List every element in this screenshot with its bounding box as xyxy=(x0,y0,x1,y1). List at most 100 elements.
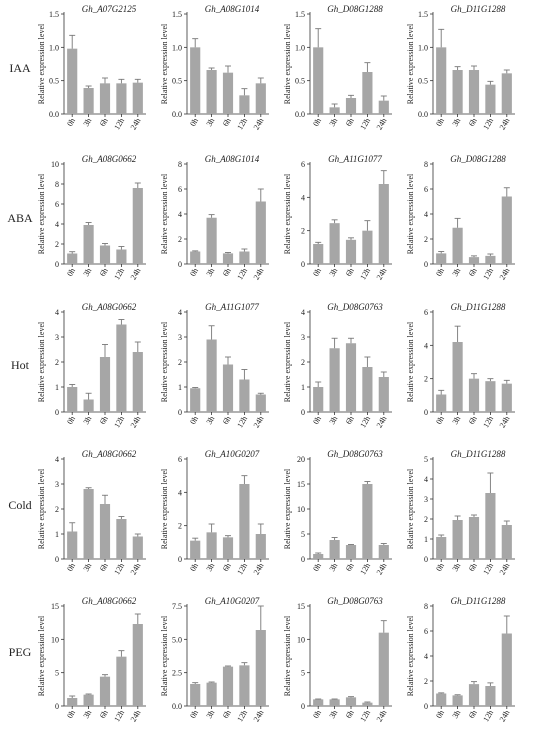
x-tick-label: 3h xyxy=(205,709,217,720)
x-tick-label: 3h xyxy=(328,562,340,573)
x-tick-label: 0h xyxy=(311,709,323,720)
bar xyxy=(83,88,94,114)
x-tick-label: 0h xyxy=(188,709,200,720)
chart-panel: Gh_D11G1288 Relative expression level 0 2 4 6… xyxy=(406,596,515,723)
y-tick-label: 3 xyxy=(424,495,428,504)
chart-title: Gh_D11G1288 xyxy=(451,449,506,459)
y-tick-label: 4 xyxy=(178,308,182,317)
x-tick-label: 12h xyxy=(481,562,495,577)
y-tick-label: 15 xyxy=(51,602,59,611)
bar xyxy=(255,201,266,264)
x-tick-label: 0h xyxy=(311,562,323,573)
bar xyxy=(329,540,340,559)
bar xyxy=(222,537,234,559)
x-tick-label: 3h xyxy=(82,709,94,720)
x-tick-label: 6h xyxy=(221,562,233,573)
bar xyxy=(485,381,496,412)
chart-title: Gh_A08G0662 xyxy=(82,449,137,459)
x-tick-label: 6h xyxy=(98,709,110,720)
x-tick-label: 6h xyxy=(344,709,356,720)
y-tick-label: 1.0 xyxy=(295,43,305,52)
chart-panel: Gh_A11G1077 Relative expression level 0 2 4 6… xyxy=(283,154,392,281)
chart-panel: Gh_D08G0763 Relative expression level 0 5 10… xyxy=(283,596,392,723)
x-tick-label: 12h xyxy=(112,415,126,430)
y-tick-label: 1.5 xyxy=(295,10,305,19)
chart-panel: Gh_A08G1014 Relative expression level 0 2 4 6… xyxy=(160,154,269,281)
y-tick-label: 4 xyxy=(424,475,428,484)
y-tick-label: 6 xyxy=(424,627,428,636)
x-tick-label: 6h xyxy=(98,117,110,128)
y-tick-label: 3 xyxy=(55,333,59,342)
x-tick-label: 0h xyxy=(434,562,446,573)
bar xyxy=(436,253,447,264)
x-tick-label: 3h xyxy=(82,267,94,278)
bar xyxy=(99,245,111,264)
y-tick-label: 4 xyxy=(424,652,428,661)
y-tick-label: 0.0 xyxy=(172,110,182,119)
bar xyxy=(345,98,357,114)
x-tick-label: 0h xyxy=(188,117,200,128)
y-tick-label: 6 xyxy=(178,455,182,464)
y-tick-label: 3 xyxy=(55,480,59,489)
x-tick-label: 24h xyxy=(252,562,266,577)
bar xyxy=(345,697,357,706)
x-tick-label: 3h xyxy=(451,117,463,128)
y-tick-label: 1.0 xyxy=(418,43,428,52)
y-tick-label: 1.5 xyxy=(172,10,182,19)
chart-panel: Gh_D11G1288 Relative expression level 0 1 2 3… xyxy=(406,449,515,576)
bar xyxy=(190,540,201,559)
bar xyxy=(313,699,324,706)
bar xyxy=(485,255,496,264)
bar xyxy=(313,387,324,412)
x-tick-label: 12h xyxy=(235,709,249,724)
bar xyxy=(378,377,389,412)
y-tick-label: 0 xyxy=(178,260,182,269)
bar xyxy=(255,630,266,706)
y-tick-label: 15 xyxy=(297,480,305,489)
x-tick-label: 24h xyxy=(375,415,389,430)
y-tick-label: 2.5 xyxy=(172,669,182,678)
bar xyxy=(99,357,111,412)
y-tick-label: 8 xyxy=(55,180,59,189)
x-tick-label: 3h xyxy=(451,709,463,720)
x-tick-label: 24h xyxy=(375,267,389,282)
y-tick-label: 20 xyxy=(297,455,305,464)
y-axis-label: Relative expression level xyxy=(160,615,169,696)
y-tick-label: 0 xyxy=(178,408,182,417)
x-tick-label: 0h xyxy=(188,415,200,426)
bar xyxy=(436,47,447,115)
y-tick-label: 4 xyxy=(424,210,428,219)
x-tick-label: 12h xyxy=(481,267,495,282)
x-tick-label: 3h xyxy=(328,415,340,426)
chart-title: Gh_A07G2125 xyxy=(82,4,137,14)
bar xyxy=(239,251,250,264)
y-tick-label: 0.0 xyxy=(295,110,305,119)
chart-title: Gh_A08G0662 xyxy=(82,302,137,312)
y-tick-label: 6 xyxy=(424,308,428,317)
x-tick-label: 0h xyxy=(65,415,77,426)
y-tick-label: 10 xyxy=(51,160,59,169)
bar xyxy=(468,517,480,559)
y-tick-label: 1.5 xyxy=(418,10,428,19)
x-tick-label: 24h xyxy=(129,562,143,577)
y-tick-label: 0 xyxy=(55,702,59,711)
bar xyxy=(132,82,143,114)
bar xyxy=(436,394,447,412)
x-tick-label: 12h xyxy=(358,415,372,430)
bar xyxy=(255,83,266,114)
bar xyxy=(468,70,480,114)
y-tick-label: 0.5 xyxy=(418,77,428,86)
y-tick-label: 0 xyxy=(55,260,59,269)
y-axis-label: Relative expression level xyxy=(37,23,46,104)
y-tick-label: 2 xyxy=(301,227,305,236)
y-tick-label: 5 xyxy=(301,669,305,678)
y-tick-label: 2 xyxy=(55,240,59,249)
x-tick-label: 0h xyxy=(311,117,323,128)
chart-title: Gh_D08G1288 xyxy=(327,4,383,14)
y-tick-label: 4 xyxy=(178,488,182,497)
bar xyxy=(99,676,111,706)
bar xyxy=(83,694,94,706)
x-tick-label: 6h xyxy=(98,415,110,426)
x-tick-label: 6h xyxy=(98,562,110,573)
